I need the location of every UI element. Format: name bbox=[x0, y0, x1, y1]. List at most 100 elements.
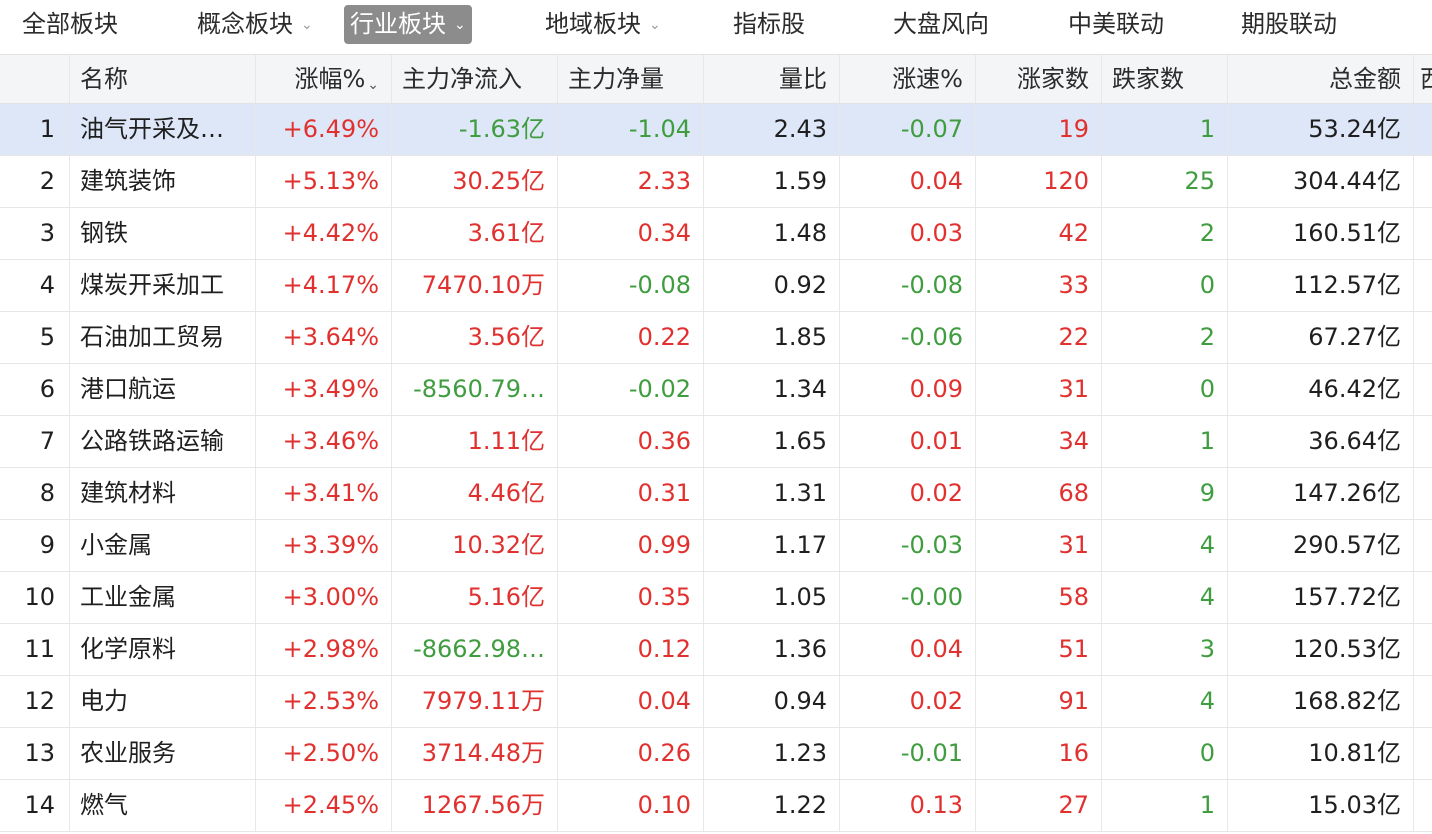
row-index: 4 bbox=[0, 260, 70, 311]
row-main-net: 0.99 bbox=[558, 520, 704, 571]
category-tab-bar: 全部板块 概念板块 ⌄ 行业板块 ⌄ 地域板块 ⌄ 指标股 大盘风向 中美联动 期股联… bbox=[0, 0, 1432, 54]
row-main-net: 0.26 bbox=[558, 728, 704, 779]
row-up-count: 120 bbox=[976, 156, 1102, 207]
row-overflow-cell bbox=[1414, 416, 1432, 467]
row-speed: 0.03 bbox=[840, 208, 976, 259]
row-name: 燃气 bbox=[70, 780, 256, 831]
row-down-count: 1 bbox=[1102, 780, 1228, 831]
row-total-amount: 10.81亿 bbox=[1228, 728, 1414, 779]
row-speed: 0.01 bbox=[840, 416, 976, 467]
row-index: 1 bbox=[0, 104, 70, 155]
table-row[interactable]: 11 化学原料 +2.98% -8662.98… 0.12 1.36 0.04 51 3 120.… bbox=[0, 624, 1432, 676]
row-name: 建筑材料 bbox=[70, 468, 256, 519]
row-change-pct: +3.00% bbox=[256, 572, 392, 623]
row-index: 12 bbox=[0, 676, 70, 727]
row-change-pct: +3.46% bbox=[256, 416, 392, 467]
row-up-count: 58 bbox=[976, 572, 1102, 623]
row-up-count: 31 bbox=[976, 364, 1102, 415]
table-row[interactable]: 5 石油加工贸易 +3.64% 3.56亿 0.22 1.85 -0.06 22 2 67.27亿 bbox=[0, 312, 1432, 364]
header-volume-ratio[interactable]: 量比 bbox=[704, 55, 840, 103]
header-overflow[interactable]: 西 bbox=[1414, 55, 1432, 103]
header-total-amount[interactable]: 总金额 bbox=[1228, 55, 1414, 103]
row-up-count: 42 bbox=[976, 208, 1102, 259]
table-row[interactable]: 14 燃气 +2.45% 1267.56万 0.10 1.22 0.13 27 1 15.03亿 bbox=[0, 780, 1432, 832]
row-change-pct: +4.42% bbox=[256, 208, 392, 259]
tab-market-trend[interactable]: 大盘风向 bbox=[893, 5, 989, 44]
tab-concept-sectors[interactable]: 概念板块 ⌄ bbox=[197, 5, 313, 44]
row-main-net: -1.04 bbox=[558, 104, 704, 155]
row-volume-ratio: 1.48 bbox=[704, 208, 840, 259]
row-change-pct: +3.64% bbox=[256, 312, 392, 363]
row-up-count: 91 bbox=[976, 676, 1102, 727]
row-main-net: 0.10 bbox=[558, 780, 704, 831]
row-main-inflow: 10.32亿 bbox=[392, 520, 558, 571]
row-overflow-cell bbox=[1414, 364, 1432, 415]
row-overflow-cell bbox=[1414, 520, 1432, 571]
row-total-amount: 304.44亿 bbox=[1228, 156, 1414, 207]
tab-all-sectors[interactable]: 全部板块 bbox=[22, 5, 118, 44]
row-speed: -0.07 bbox=[840, 104, 976, 155]
header-change-pct[interactable]: 涨幅% ⌄ bbox=[256, 55, 392, 103]
table-row[interactable]: 7 公路铁路运输 +3.46% 1.11亿 0.36 1.65 0.01 34 1 36.64亿 bbox=[0, 416, 1432, 468]
row-down-count: 1 bbox=[1102, 104, 1228, 155]
table-row[interactable]: 13 农业服务 +2.50% 3714.48万 0.26 1.23 -0.01 16 0 10.8… bbox=[0, 728, 1432, 780]
table-row[interactable]: 2 建筑装饰 +5.13% 30.25亿 2.33 1.59 0.04 120 25 304.44… bbox=[0, 156, 1432, 208]
header-main-net[interactable]: 主力净量 bbox=[558, 55, 704, 103]
row-total-amount: 67.27亿 bbox=[1228, 312, 1414, 363]
row-down-count: 4 bbox=[1102, 520, 1228, 571]
row-up-count: 16 bbox=[976, 728, 1102, 779]
table-row[interactable]: 3 钢铁 +4.42% 3.61亿 0.34 1.48 0.03 42 2 160.51亿 bbox=[0, 208, 1432, 260]
table-row[interactable]: 12 电力 +2.53% 7979.11万 0.04 0.94 0.02 91 4 168.82亿 bbox=[0, 676, 1432, 728]
tab-region-sectors[interactable]: 地域板块 ⌄ bbox=[545, 5, 661, 44]
row-speed: 0.04 bbox=[840, 156, 976, 207]
row-overflow-cell bbox=[1414, 780, 1432, 831]
row-main-net: 0.22 bbox=[558, 312, 704, 363]
row-index: 9 bbox=[0, 520, 70, 571]
row-name: 煤炭开采加工 bbox=[70, 260, 256, 311]
row-overflow-cell bbox=[1414, 260, 1432, 311]
row-speed: 0.04 bbox=[840, 624, 976, 675]
row-down-count: 3 bbox=[1102, 624, 1228, 675]
table-row[interactable]: 6 港口航运 +3.49% -8560.79… -0.02 1.34 0.09 31 0 46.4… bbox=[0, 364, 1432, 416]
header-name[interactable]: 名称 bbox=[70, 55, 256, 103]
row-index: 10 bbox=[0, 572, 70, 623]
row-total-amount: 147.26亿 bbox=[1228, 468, 1414, 519]
header-index bbox=[0, 55, 70, 103]
chevron-down-icon: ⌄ bbox=[301, 17, 313, 33]
row-speed: -0.03 bbox=[840, 520, 976, 571]
tab-us-china-linkage[interactable]: 中美联动 bbox=[1068, 5, 1164, 44]
row-up-count: 51 bbox=[976, 624, 1102, 675]
row-down-count: 2 bbox=[1102, 208, 1228, 259]
header-speed[interactable]: 涨速% bbox=[840, 55, 976, 103]
header-down-count[interactable]: 跌家数 bbox=[1102, 55, 1228, 103]
table-row[interactable]: 1 油气开采及… +6.49% -1.63亿 -1.04 2.43 -0.07 19 1 53.2… bbox=[0, 104, 1432, 156]
row-main-net: 0.36 bbox=[558, 416, 704, 467]
table-row[interactable]: 9 小金属 +3.39% 10.32亿 0.99 1.17 -0.03 31 4 290.57亿 bbox=[0, 520, 1432, 572]
row-speed: 0.02 bbox=[840, 468, 976, 519]
tab-futures-stock-linkage[interactable]: 期股联动 bbox=[1241, 5, 1337, 44]
row-main-net: 2.33 bbox=[558, 156, 704, 207]
row-volume-ratio: 1.05 bbox=[704, 572, 840, 623]
header-main-inflow[interactable]: 主力净流入 bbox=[392, 55, 558, 103]
row-volume-ratio: 1.22 bbox=[704, 780, 840, 831]
table-row[interactable]: 8 建筑材料 +3.41% 4.46亿 0.31 1.31 0.02 68 9 147.26亿 bbox=[0, 468, 1432, 520]
row-main-inflow: 4.46亿 bbox=[392, 468, 558, 519]
header-up-count[interactable]: 涨家数 bbox=[976, 55, 1102, 103]
row-down-count: 4 bbox=[1102, 572, 1228, 623]
row-name: 农业服务 bbox=[70, 728, 256, 779]
tab-industry-sectors[interactable]: 行业板块 ⌄ bbox=[344, 5, 472, 44]
row-total-amount: 46.42亿 bbox=[1228, 364, 1414, 415]
row-main-inflow: 3.56亿 bbox=[392, 312, 558, 363]
row-main-inflow: 5.16亿 bbox=[392, 572, 558, 623]
tab-index-stocks[interactable]: 指标股 bbox=[733, 5, 805, 44]
row-overflow-cell bbox=[1414, 312, 1432, 363]
row-down-count: 4 bbox=[1102, 676, 1228, 727]
row-change-pct: +5.13% bbox=[256, 156, 392, 207]
row-change-pct: +2.53% bbox=[256, 676, 392, 727]
row-total-amount: 53.24亿 bbox=[1228, 104, 1414, 155]
row-change-pct: +3.39% bbox=[256, 520, 392, 571]
table-row[interactable]: 4 煤炭开采加工 +4.17% 7470.10万 -0.08 0.92 -0.08 33 0 11… bbox=[0, 260, 1432, 312]
table-row[interactable]: 10 工业金属 +3.00% 5.16亿 0.35 1.05 -0.00 58 4 157.72亿 bbox=[0, 572, 1432, 624]
tab-label: 概念板块 bbox=[197, 10, 293, 38]
row-overflow-cell bbox=[1414, 624, 1432, 675]
